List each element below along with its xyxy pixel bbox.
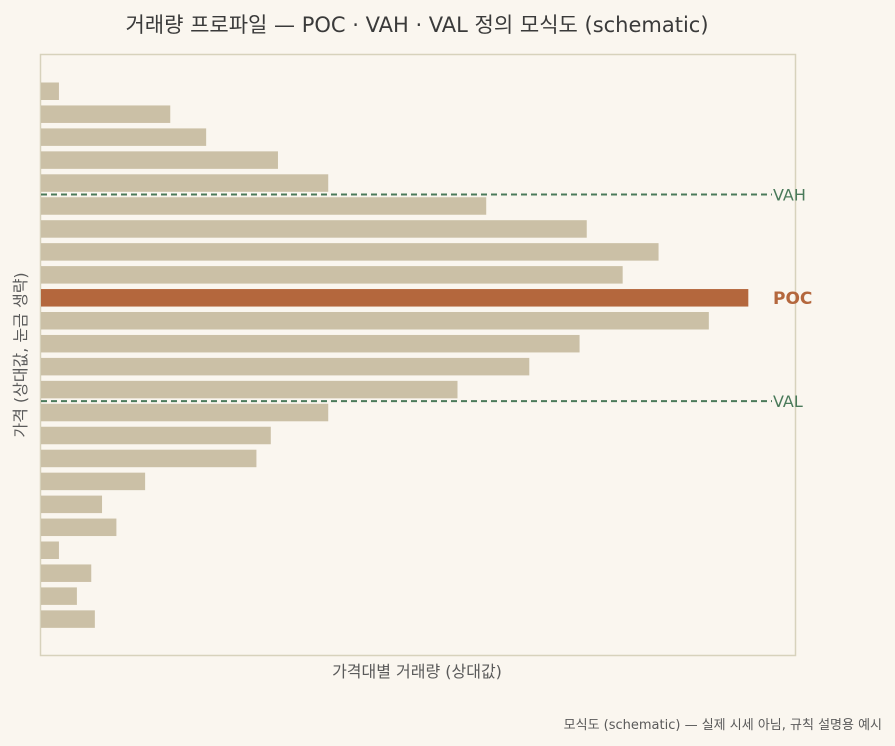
volume-bar [41,380,458,399]
volume-bar [41,197,487,215]
volume-bar [41,128,207,146]
volume-bar [41,266,623,284]
volume-bar [41,312,709,330]
y-axis-label: 가격 (상대값, 눈금 생략) [11,272,30,437]
poc-bar [41,289,749,307]
volume-bar [41,518,117,537]
volume-bar [41,587,77,605]
volume-bar [41,174,329,192]
volume-bar [41,151,278,169]
volume-bar [41,334,580,353]
volume-bar [41,105,171,123]
x-axis-label: 가격대별 거래량 (상대값) [332,662,502,681]
vah-label: VAH [773,186,806,205]
volume-bar [41,541,59,559]
volume-bar [41,82,59,100]
bars-group [41,82,749,628]
val-label: VAL [773,392,803,411]
volume-bar [41,357,530,376]
volume-bar [41,449,257,468]
plot-frame [39,53,797,657]
volume-bar [41,564,92,582]
volume-bar [41,472,146,491]
volume-bar [41,610,95,628]
volume-bar [41,220,587,238]
volume-bar [41,426,271,445]
poc-label: POC [773,289,812,309]
chart-title: 거래량 프로파일 — POC · VAH · VAL 정의 모식도 (schem… [125,13,708,37]
volume-bar [41,495,103,514]
volume-bar [41,403,329,422]
footnote: 모식도 (schematic) — 실제 시세 아님, 규칙 설명용 예시 [564,718,882,733]
volume-bar [41,243,659,261]
level-lines-group: VAH VAL POC [41,186,812,411]
